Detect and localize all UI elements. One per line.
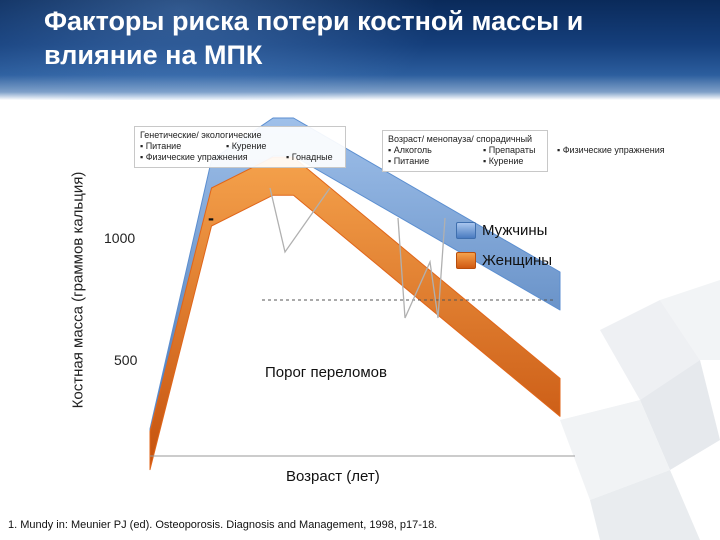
banner-glow [0,0,440,100]
slide-title: Факторы риска потери костной массы и вли… [44,6,584,70]
annotation-marks [269,187,446,319]
dash-mark: - [208,208,214,228]
legend-item-men: Мужчины [456,222,547,239]
left-factor-item: ▪ Питание [140,141,182,151]
series-band-women [149,156,561,471]
footnote: 1. Mundy in: Meunier PJ (ed). Osteoporos… [8,519,438,531]
right-factor-item: ▪ Питание [388,156,430,166]
right-factor-heading: Возраст/ менопауза/ спорадичный [388,134,533,144]
y-tick-label: 500 [114,352,138,368]
legend-swatch-men [456,222,476,239]
left-factor-item: ▪ Курение [226,141,267,151]
title-banner: Факторы риска потери костной массы и вли… [0,0,720,100]
legend-label-men: Мужчины [482,222,548,239]
fracture-threshold-label: Порог переломов [262,364,390,381]
left-factor-heading: Генетические/ экологические [140,130,262,140]
right-factor-item: ▪ Курение [483,156,524,166]
left-factor-box: Генетические/ экологические ▪ Питание ▪ К… [134,126,346,168]
left-factor-item: ▪ Физические упражнения [140,152,248,162]
right-factor-item: ▪ Алкоголь [388,145,432,155]
legend-label-women: Женщины [482,252,553,269]
legend-swatch-women [456,252,476,269]
right-factor-box: Возраст/ менопауза/ спорадичный ▪ Алкого… [382,130,665,172]
right-factor-item: ▪ Физические упражнения [557,145,665,155]
y-axis-label: Костная масса (граммов кальция) [69,171,87,409]
x-axis-label: Возраст (лет) [286,468,380,485]
wedge-mark [397,217,446,319]
left-factor-item: ▪ Гонадные [286,152,333,162]
right-factor-item: ▪ Препараты [483,145,536,155]
wedge-mark [269,187,331,254]
legend-item-women: Женщины [456,252,552,269]
y-tick-label: 1000 [104,230,136,246]
